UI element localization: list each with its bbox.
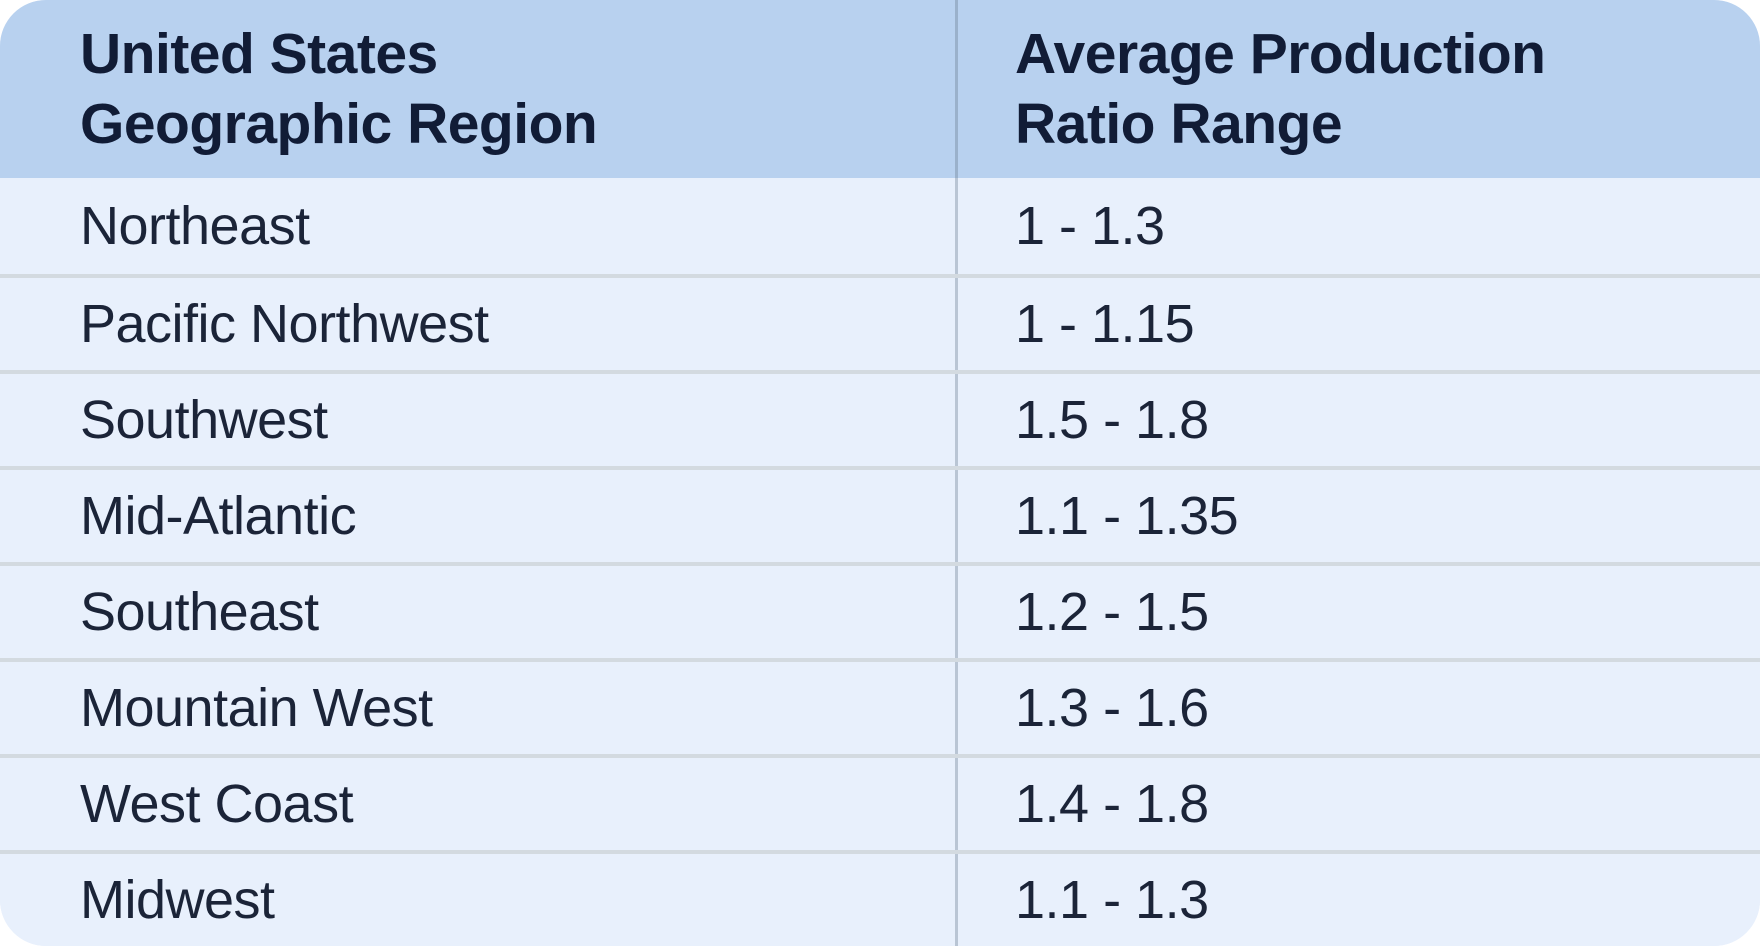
table-header-row: United States Geographic Region Average …	[0, 0, 1760, 178]
header-cell-geographic-region: United States Geographic Region	[0, 0, 958, 178]
range-cell: 1.4 - 1.8	[1015, 774, 1209, 834]
table-row: Mid-Atlantic 1.1 - 1.35	[0, 466, 1760, 562]
region-cell: Pacific Northwest	[0, 278, 958, 370]
region-cell: Northeast	[0, 178, 958, 274]
range-cell: 1.2 - 1.5	[1015, 582, 1209, 642]
region-cell: Southeast	[0, 566, 958, 658]
range-cell: 1.5 - 1.8	[1015, 390, 1209, 450]
table-row: Mountain West 1.3 - 1.6	[0, 658, 1760, 754]
header-cell-production-ratio-range: Average Production Ratio Range	[1015, 22, 1546, 156]
region-cell: Midwest	[0, 854, 958, 946]
table-row: West Coast 1.4 - 1.8	[0, 754, 1760, 850]
region-cell: Mountain West	[0, 662, 958, 754]
table-row: Pacific Northwest 1 - 1.15	[0, 274, 1760, 370]
region-cell: Southwest	[0, 374, 958, 466]
table-body: Northeast 1 - 1.3 Pacific Northwest 1 - …	[0, 178, 1760, 946]
range-cell: 1 - 1.3	[1015, 196, 1165, 256]
region-cell: Mid-Atlantic	[0, 470, 958, 562]
table-row: Southeast 1.2 - 1.5	[0, 562, 1760, 658]
table-row: Midwest 1.1 - 1.3	[0, 850, 1760, 946]
range-cell: 1.1 - 1.35	[1015, 486, 1239, 546]
table-row: Southwest 1.5 - 1.8	[0, 370, 1760, 466]
range-cell: 1.3 - 1.6	[1015, 678, 1209, 738]
range-cell: 1.1 - 1.3	[1015, 870, 1209, 930]
range-cell: 1 - 1.15	[1015, 294, 1195, 354]
region-cell: West Coast	[0, 758, 958, 850]
table-row: Northeast 1 - 1.3	[0, 178, 1760, 274]
